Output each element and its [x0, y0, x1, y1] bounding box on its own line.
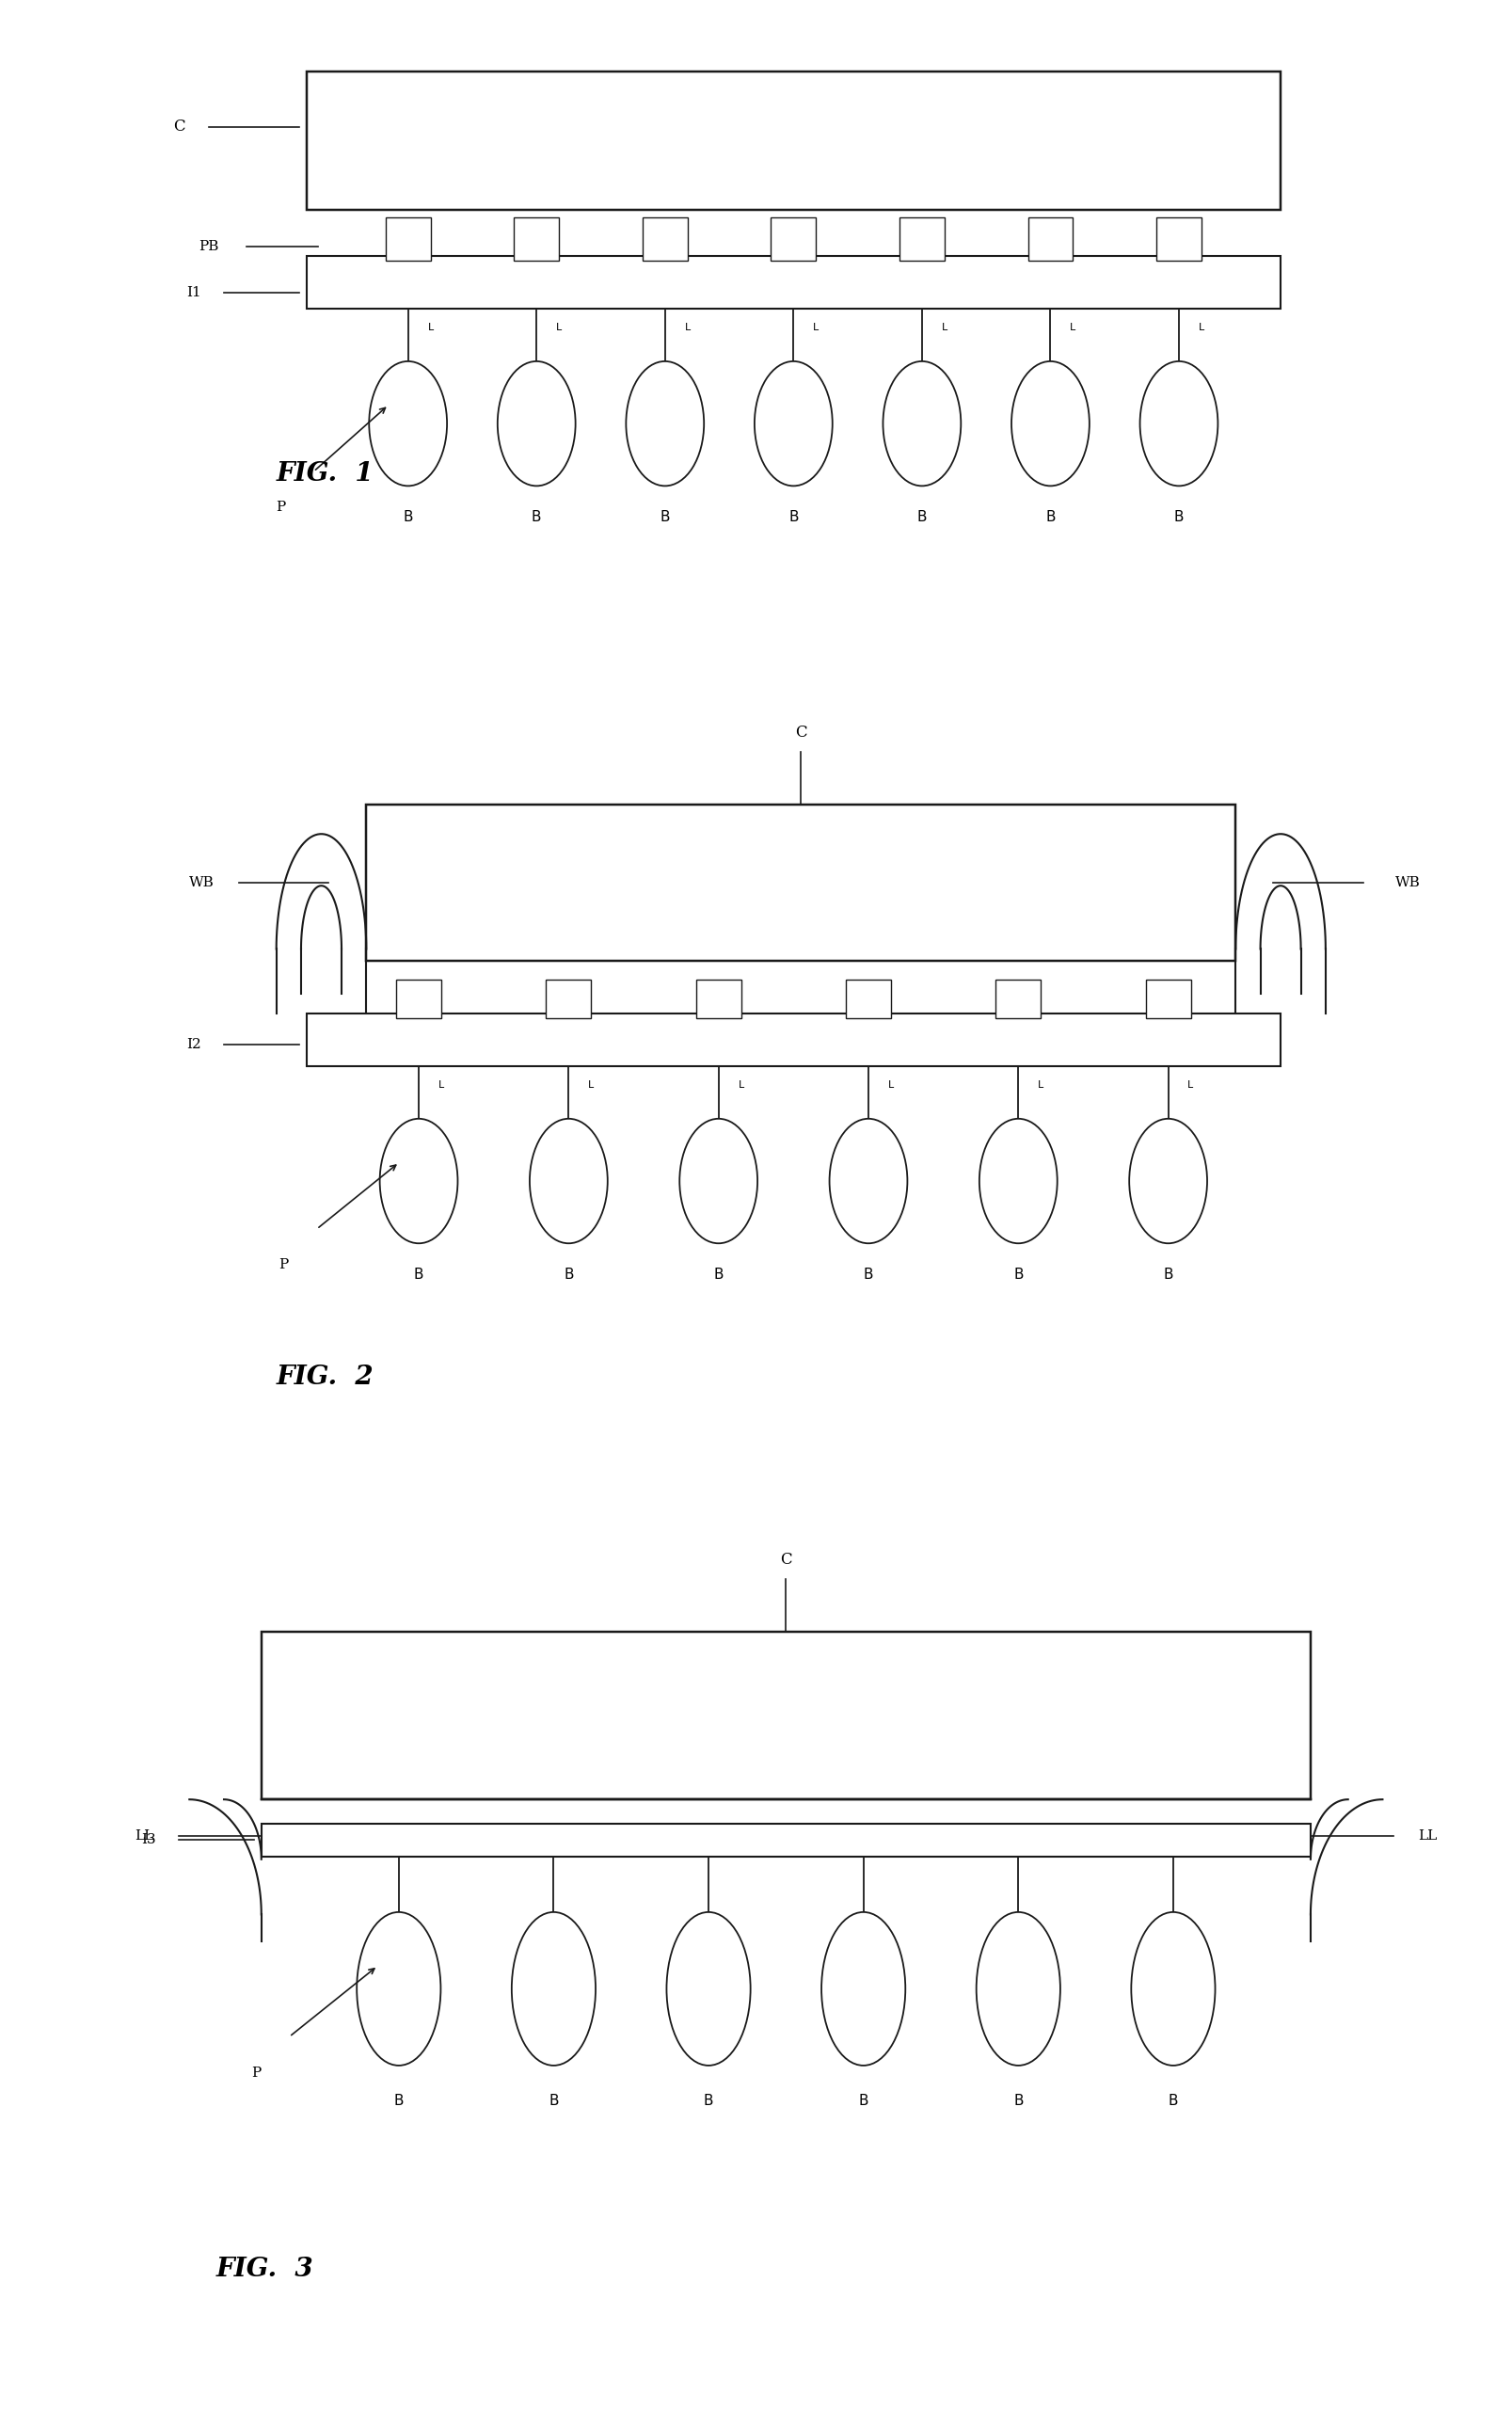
Text: B: B	[532, 511, 541, 523]
Bar	[307, 1012, 1281, 1065]
Ellipse shape	[1129, 1118, 1207, 1244]
Text: L: L	[888, 1080, 894, 1089]
Text: B: B	[1163, 1268, 1173, 1282]
Text: B: B	[1045, 511, 1055, 523]
Text: L: L	[738, 1080, 744, 1089]
Text: B: B	[1013, 2094, 1024, 2109]
Text: L: L	[813, 323, 820, 333]
Text: C: C	[780, 1552, 792, 1569]
Text: B: B	[393, 2094, 404, 2109]
Text: FIG.  3: FIG. 3	[216, 2256, 314, 2282]
Text: I2: I2	[186, 1039, 201, 1051]
Ellipse shape	[1131, 1911, 1216, 2065]
Text: B: B	[661, 511, 670, 523]
Text: B: B	[859, 2094, 868, 2109]
Text: P: P	[280, 1258, 289, 1272]
Text: L: L	[685, 323, 691, 333]
Ellipse shape	[977, 1911, 1060, 2065]
Ellipse shape	[1012, 361, 1090, 487]
Ellipse shape	[754, 361, 833, 487]
Bar	[900, 217, 945, 260]
Text: B: B	[404, 511, 413, 523]
Bar	[307, 255, 1281, 308]
Text: B: B	[789, 511, 798, 523]
Ellipse shape	[626, 361, 705, 487]
Text: FIG.  2: FIG. 2	[277, 1364, 373, 1391]
Text: I3: I3	[142, 1834, 156, 1846]
Bar	[643, 217, 688, 260]
Bar	[996, 981, 1040, 1017]
Bar	[396, 981, 442, 1017]
Text: L: L	[942, 323, 948, 333]
Bar	[1146, 981, 1190, 1017]
Text: L: L	[1070, 323, 1077, 333]
Text: P: P	[251, 2065, 262, 2080]
Text: B: B	[414, 1268, 423, 1282]
Bar	[1028, 217, 1074, 260]
Text: L: L	[588, 1080, 594, 1089]
Text: FIG.  1: FIG. 1	[277, 460, 373, 487]
Ellipse shape	[529, 1118, 608, 1244]
Text: L: L	[438, 1080, 445, 1089]
Bar	[546, 981, 591, 1017]
Text: LL: LL	[135, 1829, 154, 1844]
Bar	[696, 981, 741, 1017]
Ellipse shape	[369, 361, 448, 487]
Ellipse shape	[357, 1911, 440, 2065]
Bar	[366, 805, 1235, 962]
Bar	[262, 1824, 1311, 1858]
Text: L: L	[1199, 323, 1204, 333]
Bar	[845, 981, 891, 1017]
Text: L: L	[428, 323, 434, 333]
Text: L: L	[1188, 1080, 1193, 1089]
Text: P: P	[275, 501, 286, 513]
Bar	[1157, 217, 1202, 260]
Text: B: B	[916, 511, 927, 523]
Bar	[262, 1632, 1311, 1800]
Text: B: B	[1173, 511, 1184, 523]
Ellipse shape	[883, 361, 962, 487]
Text: B: B	[714, 1268, 723, 1282]
Text: C: C	[172, 118, 184, 135]
Ellipse shape	[667, 1911, 750, 2065]
Bar	[514, 217, 559, 260]
Text: B: B	[1169, 2094, 1178, 2109]
Text: B: B	[1013, 1268, 1024, 1282]
Ellipse shape	[497, 361, 576, 487]
Text: B: B	[564, 1268, 573, 1282]
Ellipse shape	[679, 1118, 758, 1244]
Ellipse shape	[1140, 361, 1217, 487]
Ellipse shape	[980, 1118, 1057, 1244]
Text: C: C	[795, 725, 807, 740]
Text: I1: I1	[186, 287, 201, 299]
Text: L: L	[556, 323, 562, 333]
Ellipse shape	[511, 1911, 596, 2065]
Bar	[307, 72, 1281, 210]
Text: B: B	[863, 1268, 874, 1282]
Ellipse shape	[821, 1911, 906, 2065]
Ellipse shape	[380, 1118, 458, 1244]
Text: WB: WB	[189, 875, 215, 889]
Text: WB: WB	[1396, 875, 1421, 889]
Text: LL: LL	[1418, 1829, 1436, 1844]
Ellipse shape	[830, 1118, 907, 1244]
Bar	[386, 217, 431, 260]
Text: PB: PB	[200, 239, 219, 253]
Bar	[771, 217, 816, 260]
Text: B: B	[703, 2094, 714, 2109]
Text: L: L	[1037, 1080, 1043, 1089]
Text: B: B	[549, 2094, 558, 2109]
